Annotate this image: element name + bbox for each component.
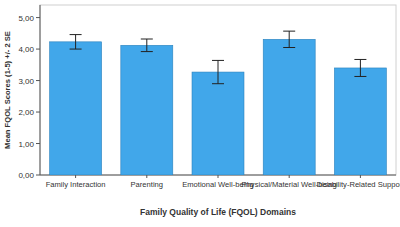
y-tick-label: 2,00 <box>18 108 34 117</box>
error-stem <box>218 60 219 83</box>
bars <box>50 31 387 175</box>
bar <box>192 72 244 175</box>
bar <box>121 45 173 175</box>
x-tick <box>218 175 219 178</box>
error-bar <box>212 60 224 83</box>
y-tick <box>36 80 40 81</box>
y-tick <box>36 143 40 144</box>
page: {"chart_data": {"type": "bar", "x_label"… <box>0 0 400 227</box>
y-tick-label: 5,00 <box>18 14 34 23</box>
error-stem <box>75 35 76 49</box>
y-tick <box>36 175 40 176</box>
y-tick <box>36 49 40 50</box>
bar <box>50 42 102 175</box>
error-cap <box>70 34 82 35</box>
error-stem <box>289 31 290 47</box>
bar <box>263 39 315 175</box>
error-bar <box>70 35 82 49</box>
x-tick-label: Family Interaction <box>46 180 106 189</box>
error-bar <box>141 39 153 52</box>
x-tick <box>289 175 290 178</box>
y-tick <box>36 17 40 18</box>
y-axis-title: Mean FQOL Scores (1-5) +/- 2 SE <box>3 31 12 149</box>
y-tick-label: 0,00 <box>18 171 34 180</box>
chart-container: 0,00 1,00 2,00 3,00 4,00 5,00 Family Interacti… <box>0 0 400 227</box>
chart-svg: 0,00 1,00 2,00 3,00 4,00 5,00 Family Interacti… <box>0 0 400 227</box>
error-cap <box>354 76 366 77</box>
y-axis-line <box>40 5 41 175</box>
y-tick-label: 3,00 <box>18 77 34 86</box>
error-cap <box>354 59 366 60</box>
error-cap <box>70 49 82 50</box>
error-bar <box>354 59 366 76</box>
y-tick-label: 1,00 <box>18 140 34 149</box>
x-tick-label: Disability-Related Support <box>317 180 400 189</box>
error-cap <box>212 83 224 84</box>
y-tick-label: 4,00 <box>18 45 34 54</box>
error-cap <box>212 60 224 61</box>
bar <box>334 68 386 175</box>
error-cap <box>141 39 153 40</box>
error-cap <box>141 51 153 52</box>
x-tick <box>146 175 147 178</box>
x-tick <box>360 175 361 178</box>
x-axis-title: Family Quality of Life (FQOL) Domains <box>140 207 296 217</box>
x-tick <box>75 175 76 178</box>
plot-frame <box>40 5 396 175</box>
x-tick-label: Parenting <box>131 180 164 189</box>
error-cap <box>283 47 295 48</box>
y-tick <box>36 112 40 113</box>
error-stem <box>146 39 147 52</box>
error-cap <box>283 31 295 32</box>
error-stem <box>360 59 361 76</box>
error-bar <box>283 31 295 47</box>
